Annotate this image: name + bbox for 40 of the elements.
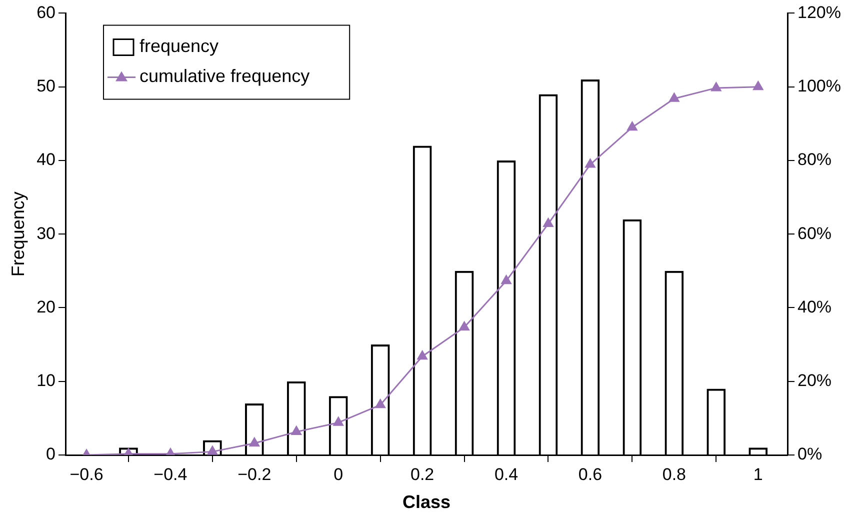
- point: [291, 426, 302, 436]
- point: [375, 399, 386, 408]
- y2-tick-label: 0%: [798, 444, 822, 464]
- point: [333, 416, 344, 426]
- legend-label: cumulative frequency: [140, 66, 310, 86]
- y2-tick-label: 120%: [798, 2, 842, 22]
- point: [753, 81, 764, 90]
- point: [543, 218, 554, 228]
- x-tick-label: 0.2: [410, 464, 434, 484]
- point: [501, 275, 512, 284]
- point: [417, 350, 428, 360]
- y-tick-label: 0: [46, 444, 56, 464]
- x-tick-label: 0.6: [578, 464, 602, 484]
- x-tick-label: −0.6: [70, 464, 104, 484]
- point: [669, 92, 680, 102]
- y2-tick-label: 60%: [798, 224, 832, 243]
- y2-tick-label: 20%: [798, 371, 832, 390]
- y2-tick-label: 80%: [798, 150, 832, 170]
- y-tick-label: 20: [36, 297, 56, 316]
- x-tick-label: −0.2: [238, 464, 272, 484]
- point: [249, 437, 260, 446]
- point: [459, 321, 470, 330]
- y-tick-label: 10: [36, 371, 56, 390]
- x-axis-title: Class: [402, 492, 451, 512]
- y2-tick-label: 100%: [798, 76, 842, 96]
- y-axis-title: Frequency: [8, 192, 28, 277]
- point: [585, 158, 596, 168]
- point: [711, 82, 722, 92]
- y-tick-label: 50: [36, 76, 56, 96]
- y2-tick-label: 40%: [798, 297, 832, 316]
- x-tick-label: 0.4: [494, 464, 518, 484]
- y-tick-label: 60: [36, 2, 56, 22]
- x-tick-label: 0: [334, 464, 344, 484]
- legend-label: frequency: [140, 36, 219, 56]
- x-tick-label: 0.8: [662, 464, 686, 484]
- y-tick-label: 30: [36, 224, 56, 243]
- point: [627, 122, 638, 131]
- y-tick-label: 40: [36, 150, 56, 170]
- x-tick-label: −0.4: [154, 464, 188, 484]
- x-tick-label: 1: [753, 464, 763, 484]
